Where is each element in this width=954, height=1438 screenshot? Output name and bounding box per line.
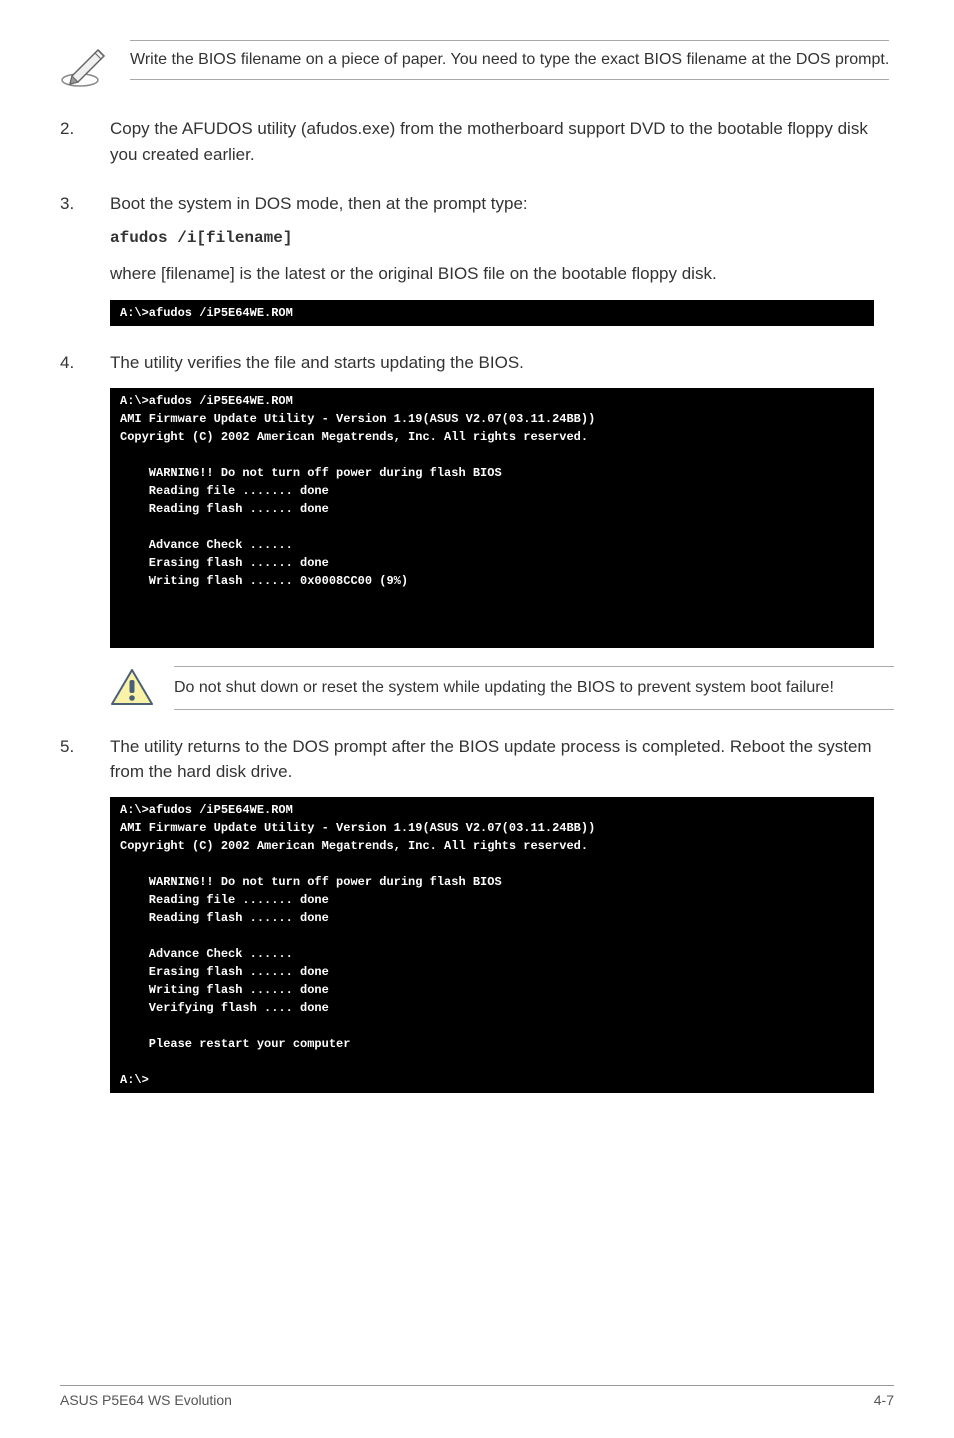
step-text: The utility returns to the DOS prompt af… [110,734,894,785]
paragraph: where [filename] is the latest or the or… [110,261,894,287]
step-number: 3. [60,191,110,217]
pencil-icon [60,40,112,92]
page-footer: ASUS P5E64 WS Evolution 4-7 [60,1385,894,1408]
note-block: Write the BIOS filename on a piece of pa… [60,40,894,92]
warning-block: Do not shut down or reset the system whi… [110,666,894,710]
step-text: Copy the AFUDOS utility (afudos.exe) fro… [110,116,894,167]
note-text: Write the BIOS filename on a piece of pa… [130,40,889,80]
warning-text: Do not shut down or reset the system whi… [174,666,894,710]
terminal-output-2: A:\>afudos /iP5E64WE.ROM AMI Firmware Up… [110,388,874,648]
footer-right: 4-7 [874,1392,894,1408]
step-number: 4. [60,350,110,376]
terminal-output-1: A:\>afudos /iP5E64WE.ROM [110,300,874,326]
step-2: 2. Copy the AFUDOS utility (afudos.exe) … [60,116,894,167]
step-4: 4. The utility verifies the file and sta… [60,350,894,376]
terminal-output-3: A:\>afudos /iP5E64WE.ROM AMI Firmware Up… [110,797,874,1093]
footer-left: ASUS P5E64 WS Evolution [60,1392,232,1408]
step-text: Boot the system in DOS mode, then at the… [110,191,894,217]
code-command: afudos /i[filename] [110,229,894,247]
step-number: 2. [60,116,110,167]
step-5: 5. The utility returns to the DOS prompt… [60,734,894,785]
warning-icon [110,668,154,708]
step-number: 5. [60,734,110,785]
step-3: 3. Boot the system in DOS mode, then at … [60,191,894,217]
step-text: The utility verifies the file and starts… [110,350,894,376]
